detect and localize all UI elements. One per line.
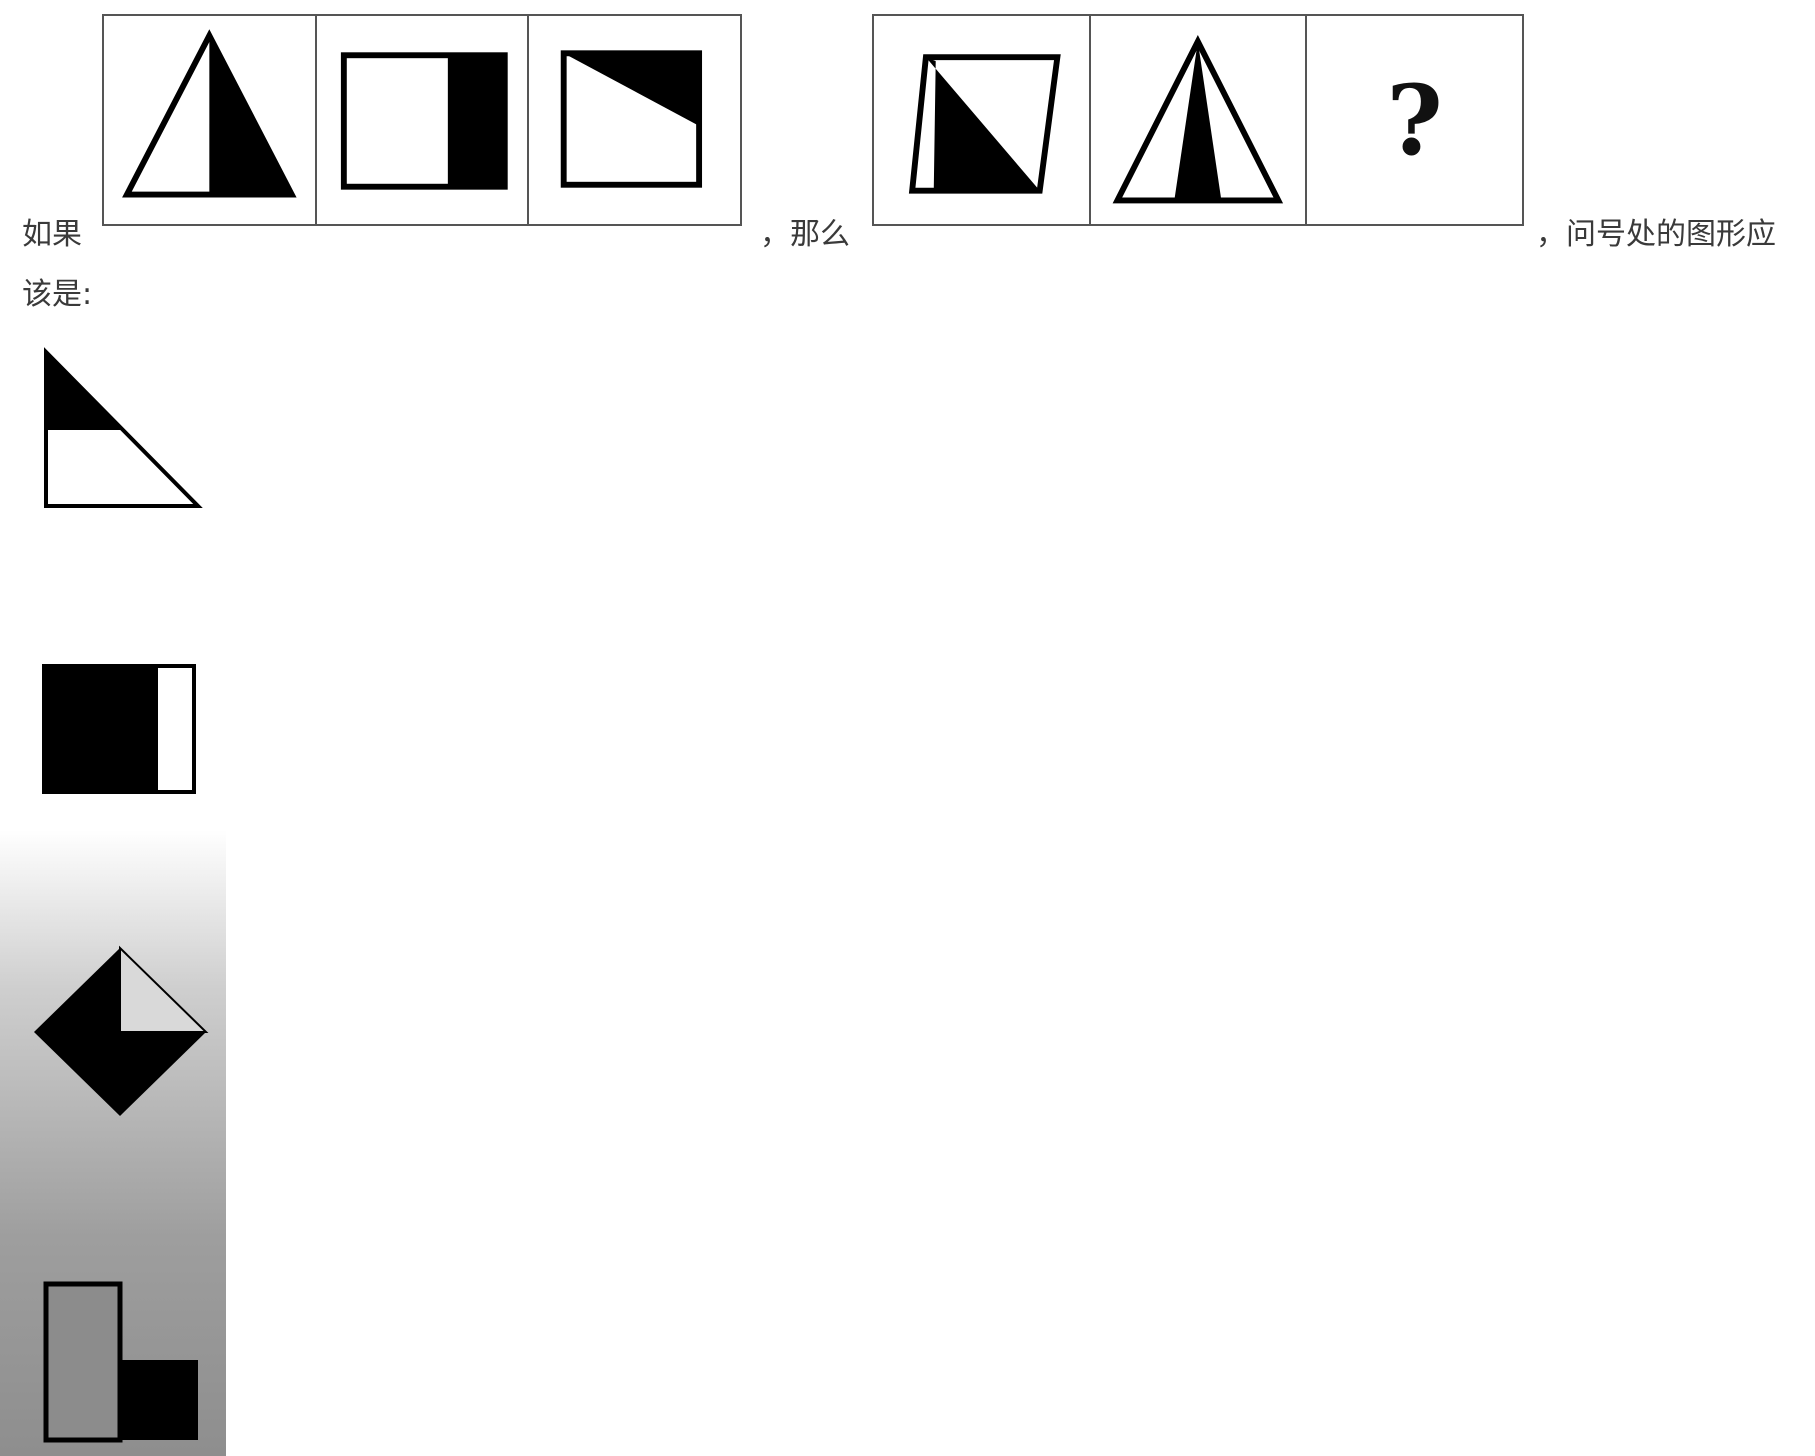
square-right-black-icon (340, 52, 508, 190)
sequence-1-cell-2 (317, 16, 530, 224)
square-corner-black-icon (561, 50, 703, 188)
diamond-three-quarter-black-icon (34, 945, 209, 1116)
triangle-center-black-icon (1112, 34, 1283, 204)
sequence-1-cell-1 (104, 16, 317, 224)
l-shape-block-icon (43, 1281, 198, 1443)
sequence-2-cell-1 (874, 16, 1091, 224)
right-triangle-top-black-icon (44, 347, 203, 508)
sequence-2-cell-3: ? (1307, 16, 1522, 224)
sequence-2-cell-2 (1091, 16, 1308, 224)
square-left-black-icon (42, 664, 196, 794)
sequence-2-strip: ? (872, 14, 1524, 226)
option-a[interactable] (30, 340, 210, 520)
option-b[interactable] (30, 640, 210, 820)
question-text-then: ，那么 (760, 217, 850, 252)
parallelogram-diagonal-black-icon (908, 54, 1061, 194)
option-c[interactable] (30, 940, 210, 1120)
triangle-half-black-icon (122, 29, 297, 198)
question-text-ask: ，问号处的图形应 (1536, 217, 1776, 252)
sequence-1-cell-3 (529, 16, 740, 224)
option-d[interactable] (30, 1270, 210, 1450)
sequence-1-strip (102, 14, 742, 226)
question-text-end: 该是: (22, 277, 93, 312)
question-mark-icon: ? (1386, 63, 1443, 177)
question-text-if: 如果 (22, 217, 82, 252)
